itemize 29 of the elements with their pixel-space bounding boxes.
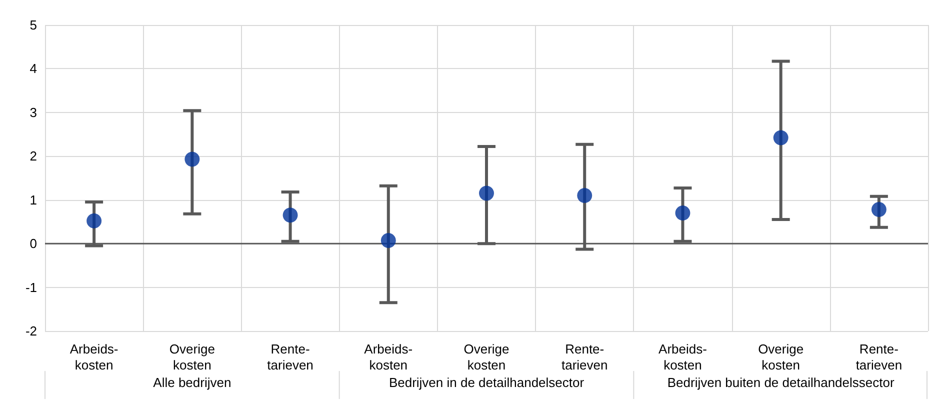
y-tick-label: 4: [30, 61, 37, 76]
x-tick-label: Overige kosten: [169, 342, 215, 372]
x-tick-label: Overige kosten: [758, 342, 804, 372]
x-tick-label: Arbeids- kosten: [70, 342, 118, 372]
point: [479, 186, 494, 201]
x-tick-label: Overige kosten: [464, 342, 510, 372]
y-tick-label: 5: [30, 18, 37, 32]
point: [773, 130, 788, 146]
point: [871, 202, 886, 217]
y-tick-label: 3: [30, 104, 37, 120]
x-tick-label: Rente- tarieven: [267, 342, 314, 372]
point: [380, 233, 396, 248]
point: [675, 205, 690, 220]
y-tick-label: 0: [30, 236, 37, 252]
point: [86, 213, 102, 228]
x-tick-label: Rente- tarieven: [856, 342, 902, 372]
point: [577, 188, 592, 203]
x-tick-label: Arbeids- kosten: [364, 342, 413, 372]
y-tick-label: -1: [25, 280, 37, 295]
text: Bedrijven in de detailhandelsector: [388, 375, 585, 390]
x-tick-label: Arbeids- kosten: [658, 342, 707, 372]
point: [282, 208, 298, 223]
point: [184, 152, 200, 167]
y-tick-label: -2: [25, 324, 37, 338]
x-tick-label: Rente- tarieven: [561, 342, 608, 372]
y-tick-label: 1: [30, 192, 37, 208]
text: Alle bedrijven: [153, 375, 232, 390]
text: Bedrijven buiten de detailhandelssector: [667, 375, 895, 390]
y-tick-label: 2: [30, 148, 37, 164]
